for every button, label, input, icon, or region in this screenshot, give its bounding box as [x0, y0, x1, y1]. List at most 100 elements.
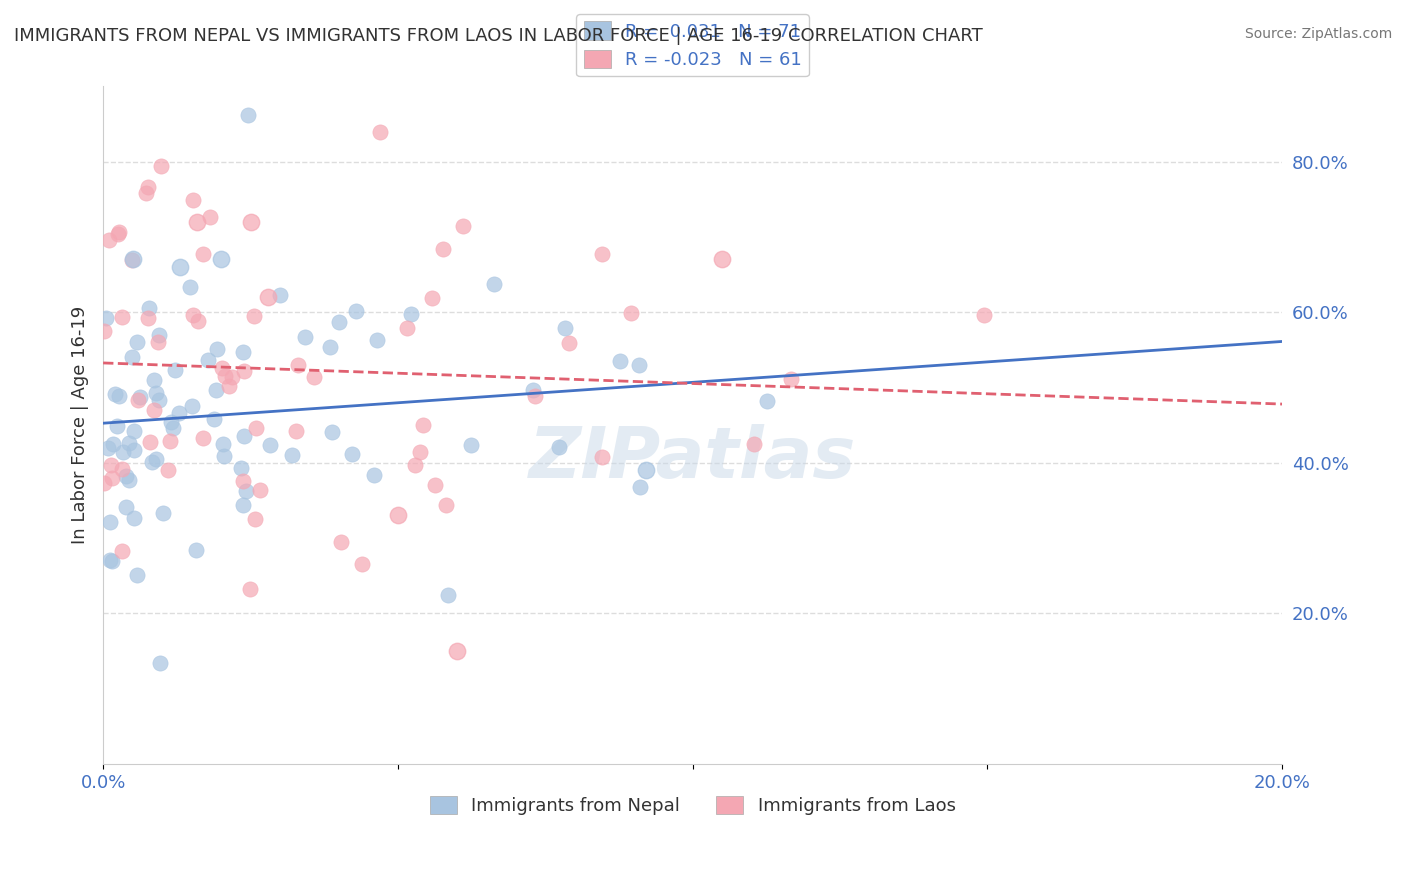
Point	[179, 280, 201, 294]
Point	[97, 441, 120, 455]
Point	[284, 424, 307, 438]
Point	[159, 434, 181, 448]
Point	[112, 445, 135, 459]
Point	[281, 448, 304, 462]
Point	[412, 418, 434, 433]
Point	[368, 125, 391, 139]
Point	[523, 389, 546, 403]
Point	[127, 393, 149, 408]
Point	[111, 310, 134, 324]
Point	[187, 313, 209, 327]
Point	[627, 358, 650, 372]
Point	[167, 406, 190, 420]
Point	[149, 159, 172, 173]
Point	[294, 330, 316, 344]
Point	[460, 438, 482, 452]
Point	[620, 306, 643, 320]
Point	[127, 335, 149, 350]
Point	[204, 383, 226, 397]
Point	[202, 412, 225, 426]
Point	[107, 227, 129, 241]
Point	[548, 440, 571, 454]
Point	[193, 247, 215, 261]
Point	[181, 193, 204, 207]
Point	[218, 379, 240, 393]
Point	[100, 553, 122, 567]
Point	[554, 321, 576, 335]
Point	[482, 277, 505, 291]
Point	[105, 419, 128, 434]
Point	[141, 455, 163, 469]
Point	[135, 186, 157, 201]
Point	[409, 444, 432, 458]
Point	[122, 424, 145, 438]
Point	[145, 452, 167, 467]
Point	[235, 484, 257, 499]
Point	[209, 252, 232, 267]
Point	[186, 215, 208, 229]
Point	[239, 215, 262, 229]
Point	[232, 474, 254, 488]
Point	[205, 342, 228, 356]
Point	[169, 260, 191, 274]
Point	[344, 304, 367, 318]
Point	[212, 437, 235, 451]
Point	[249, 483, 271, 498]
Legend: Immigrants from Nepal, Immigrants from Laos: Immigrants from Nepal, Immigrants from L…	[422, 789, 963, 822]
Point	[111, 461, 134, 475]
Point	[139, 434, 162, 449]
Point	[404, 458, 426, 472]
Point	[198, 210, 221, 224]
Point	[451, 219, 474, 233]
Point	[221, 369, 243, 384]
Point	[93, 476, 115, 491]
Point	[387, 508, 409, 523]
Point	[711, 252, 734, 267]
Point	[558, 335, 581, 350]
Text: IMMIGRANTS FROM NEPAL VS IMMIGRANTS FROM LAOS IN LABOR FORCE | AGE 16-19 CORRELA: IMMIGRANTS FROM NEPAL VS IMMIGRANTS FROM…	[14, 27, 983, 45]
Point	[243, 512, 266, 526]
Point	[446, 644, 468, 658]
Point	[756, 394, 779, 409]
Point	[181, 399, 204, 413]
Point	[245, 421, 267, 435]
Point	[425, 478, 447, 492]
Point	[148, 392, 170, 407]
Point	[232, 498, 254, 512]
Point	[145, 385, 167, 400]
Point	[214, 450, 236, 464]
Point	[287, 359, 309, 373]
Point	[352, 558, 374, 572]
Point	[142, 373, 165, 387]
Point	[609, 354, 631, 368]
Point	[432, 242, 454, 256]
Point	[591, 247, 613, 261]
Point	[628, 480, 651, 494]
Point	[107, 225, 129, 239]
Y-axis label: In Labor Force | Age 16-19: In Labor Force | Age 16-19	[72, 306, 89, 544]
Point	[111, 543, 134, 558]
Point	[232, 363, 254, 377]
Text: ZIPatlas: ZIPatlas	[529, 425, 856, 493]
Point	[103, 437, 125, 451]
Point	[211, 360, 233, 375]
Point	[973, 308, 995, 322]
Point	[138, 301, 160, 316]
Point	[146, 335, 169, 350]
Point	[401, 308, 423, 322]
Point	[121, 252, 143, 267]
Point	[121, 252, 143, 267]
Point	[239, 582, 262, 597]
Point	[162, 421, 184, 435]
Point	[157, 463, 180, 477]
Point	[121, 350, 143, 364]
Point	[125, 568, 148, 582]
Point	[780, 372, 803, 386]
Point	[634, 463, 657, 477]
Point	[259, 438, 281, 452]
Point	[148, 328, 170, 343]
Point	[233, 429, 256, 443]
Point	[149, 656, 172, 670]
Text: Source: ZipAtlas.com: Source: ZipAtlas.com	[1244, 27, 1392, 41]
Point	[186, 542, 208, 557]
